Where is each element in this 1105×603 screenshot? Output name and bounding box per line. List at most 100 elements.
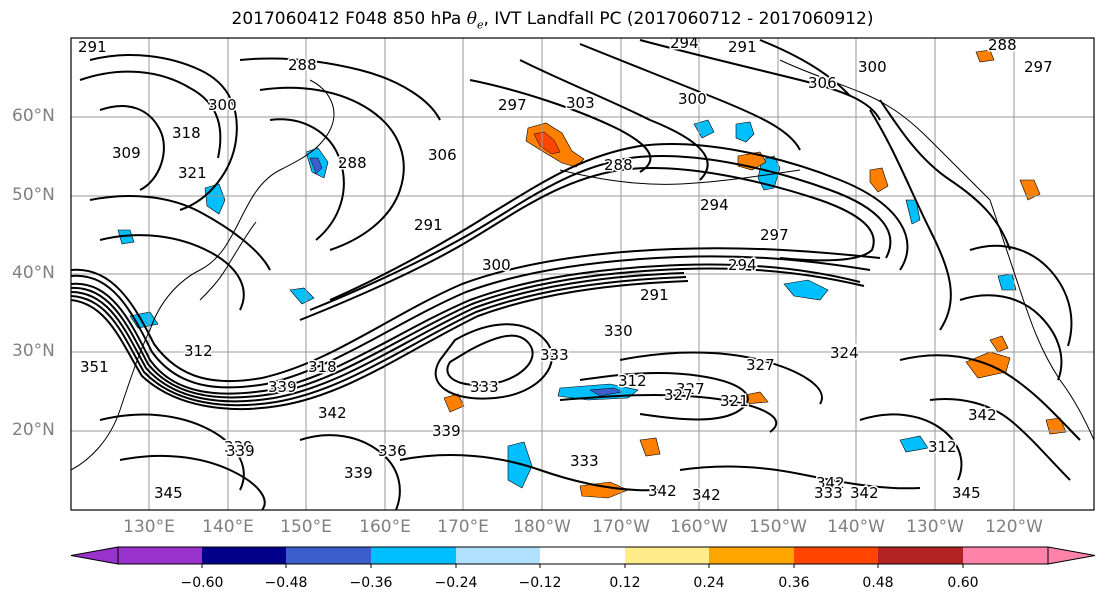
lon-label-150e: 150°E — [280, 517, 332, 537]
title-prefix: 2017060412 F048 850 hPa — [231, 9, 467, 29]
contour-label: 297 — [760, 226, 789, 244]
shade-patch — [905, 199, 921, 225]
figure-title: 2017060412 F048 850 hPa θe, IVT Landfall… — [0, 9, 1105, 31]
contour-label: 318 — [172, 124, 201, 142]
contour-label: 291 — [728, 38, 757, 56]
shade-patch — [579, 481, 629, 499]
lon-label-120w: 120°W — [985, 517, 1043, 537]
colorbar-tick-label: −0.48 — [264, 575, 308, 591]
contour-label: 339 — [344, 464, 373, 482]
contour-line — [929, 398, 1071, 481]
contour-label: 336 — [378, 442, 407, 460]
contour-label: 321 — [178, 164, 207, 182]
contour-line — [759, 39, 851, 97]
shade-patch — [309, 157, 323, 175]
theta-subscript: e — [476, 18, 484, 32]
shade-patch — [1045, 417, 1067, 435]
colorbar — [70, 546, 1096, 568]
contour-labels: 291 288 294 291 288 300 306 300 288 297 309 318 321 3… — [77, 34, 1055, 506]
contour-line — [71, 263, 861, 395]
shade-patch — [997, 273, 1017, 291]
contour-label: 294 — [670, 34, 699, 52]
contour-label: 309 — [112, 144, 141, 162]
contour-label: 300 — [678, 90, 707, 108]
colorbar-tick-label: 0.48 — [862, 575, 894, 591]
contour-line — [299, 167, 875, 321]
contour-label: 333 — [470, 378, 499, 396]
lon-label-170w: 170°W — [592, 517, 650, 537]
contour-label: 342 — [850, 484, 879, 502]
contour-label: 291 — [640, 286, 669, 304]
contour-label: 288 — [988, 36, 1017, 54]
contour-label: 339 — [432, 422, 461, 440]
contour-line — [99, 234, 245, 311]
shade-patch — [289, 287, 315, 305]
shade-patch — [975, 49, 995, 63]
shade-patch — [443, 393, 465, 413]
contour-line — [579, 43, 801, 151]
contour-line — [89, 195, 271, 271]
contour-line — [71, 276, 687, 407]
contour-label: 345 — [952, 484, 981, 502]
contour-label: 306 — [428, 146, 457, 164]
coastline-asia — [71, 79, 335, 471]
colorbar-outline — [117, 546, 1049, 565]
shade-patch — [735, 121, 755, 143]
contour-label: 327 — [664, 386, 693, 404]
contour-line — [71, 267, 865, 399]
lon-label-130e: 130°E — [123, 517, 175, 537]
coastline-japan — [199, 221, 257, 301]
lat-label-20n: 20°N — [12, 420, 55, 440]
contour-line — [559, 393, 778, 433]
shade-patch — [989, 335, 1009, 353]
contour-line — [434, 323, 553, 400]
contour-label: 300 — [482, 256, 511, 274]
contour-label: 297 — [498, 96, 527, 114]
contour-label: 327 — [746, 356, 775, 374]
colorbar-tick-label: 0.36 — [778, 575, 810, 591]
contour-label: 291 — [414, 216, 443, 234]
contour-line — [99, 413, 245, 491]
contour-line — [99, 105, 165, 191]
shade-patch — [507, 441, 533, 489]
colorbar-segment — [371, 547, 456, 564]
contour-label: 312 — [618, 372, 647, 390]
shade-patch — [639, 437, 661, 457]
contour-label: 345 — [154, 484, 183, 502]
contour-line — [446, 334, 534, 386]
title-suffix: , IVT Landfall PC (2017060712 - 20170609… — [483, 9, 874, 29]
lon-label-140e: 140°E — [202, 517, 254, 537]
shade-patch — [869, 167, 889, 193]
colorbar-tick-label: −0.60 — [180, 575, 224, 591]
contour-line — [639, 39, 881, 121]
colorbar-segment — [286, 547, 371, 564]
contour-label: 306 — [808, 74, 837, 92]
contour-line — [119, 454, 266, 510]
contour-label: 339 — [224, 438, 253, 456]
colorbar-segment — [709, 547, 794, 564]
contour-label: 294 — [700, 196, 729, 214]
theta-e-contours — [71, 39, 1081, 510]
shade-patch — [533, 131, 561, 155]
contour-line — [859, 413, 963, 481]
contour-line — [959, 294, 1063, 381]
coastline-alaska — [779, 59, 991, 201]
contour-label: 330 — [604, 322, 633, 340]
theta-symbol: θ — [466, 9, 477, 29]
contour-line — [899, 354, 1081, 441]
colorbar-segment — [456, 547, 540, 564]
shade-patch — [783, 279, 829, 301]
contour-line — [239, 57, 441, 121]
contour-label: 342 — [692, 486, 721, 504]
contour-line — [71, 280, 689, 411]
map-frame — [70, 37, 1095, 511]
contour-label: 342 — [318, 404, 347, 422]
contour-label: 300 — [858, 58, 887, 76]
contour-label: 288 — [288, 56, 317, 74]
colorbar-segment — [878, 547, 963, 564]
contour-line — [309, 155, 892, 311]
contour-label: 312 — [184, 342, 213, 360]
contour-line — [619, 351, 823, 405]
pc-shading — [117, 49, 1067, 499]
